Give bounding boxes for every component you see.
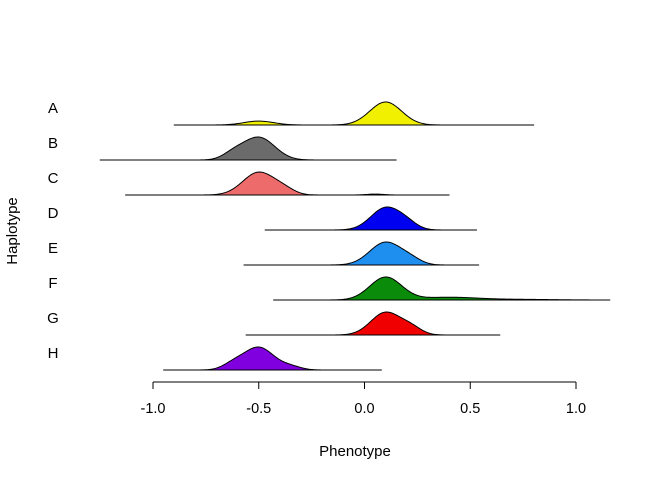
density-area-f — [273, 276, 611, 301]
ridge-a — [173, 101, 535, 126]
density-area-e — [243, 241, 480, 266]
x-tick-label: -1.0 — [141, 401, 166, 417]
ridge-e — [243, 241, 480, 266]
category-label-e: E — [48, 240, 58, 257]
x-axis-title: Phenotype — [319, 443, 391, 460]
x-axis: -1.0 -0.5 0.0 0.5 1.0 — [141, 381, 586, 417]
category-label-g: G — [47, 310, 59, 327]
category-label-h: H — [48, 345, 59, 362]
ridge-c — [125, 171, 450, 196]
category-label-f: F — [48, 275, 57, 292]
density-area-h — [163, 346, 382, 371]
ridge-h — [163, 346, 382, 371]
category-label-a: A — [48, 100, 58, 117]
ridge-b — [99, 136, 397, 161]
x-ticks: -1.0 -0.5 0.0 0.5 1.0 — [141, 382, 586, 417]
ridges — [99, 101, 611, 371]
density-area-a — [173, 101, 535, 126]
density-area-g — [245, 311, 501, 336]
ridge-d — [264, 206, 478, 231]
category-labels: A B C D E F G H — [47, 100, 59, 362]
x-tick-label: 1.0 — [566, 401, 586, 417]
x-tick-label: -0.5 — [246, 401, 271, 417]
y-axis-title: Haplotype — [4, 197, 21, 265]
x-tick-label: 0.0 — [354, 401, 374, 417]
category-label-d: D — [48, 205, 59, 222]
density-area-d — [264, 206, 478, 231]
density-area-c — [125, 171, 450, 196]
x-tick-label: 0.5 — [460, 401, 480, 417]
ridge-g — [245, 311, 501, 336]
category-label-c: C — [48, 170, 59, 187]
density-area-b — [99, 136, 397, 161]
ridge-f — [273, 276, 611, 301]
category-label-b: B — [48, 135, 58, 152]
